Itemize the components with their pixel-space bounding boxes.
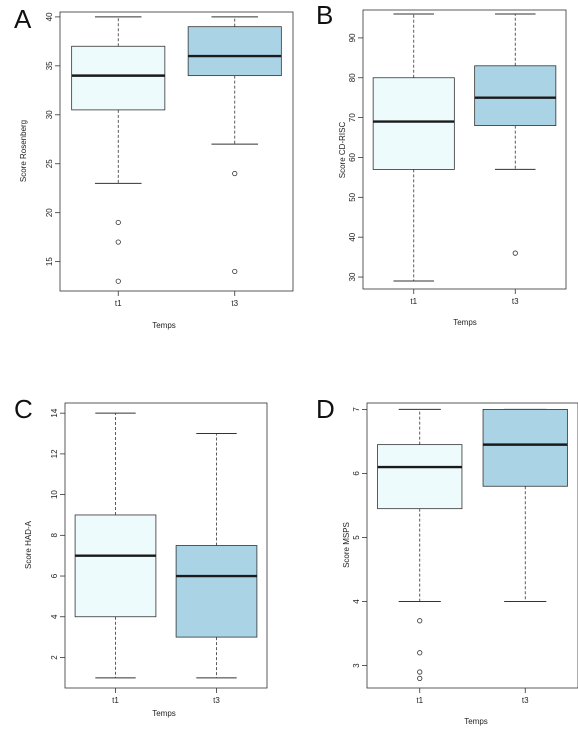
outlier-point — [417, 618, 423, 624]
y-tick-label: 50 — [348, 192, 357, 201]
y-tick-label: 80 — [348, 73, 357, 82]
y-tick-label: 90 — [348, 33, 357, 42]
y-tick-label: 60 — [348, 152, 357, 161]
plot-frame — [362, 9, 567, 290]
y-tick-label: 15 — [45, 257, 54, 266]
outlier-point — [115, 239, 121, 245]
panel-letter-d: D — [316, 394, 335, 424]
y-tick-label: 40 — [348, 232, 357, 241]
panel-letter-b: B — [316, 0, 333, 30]
box-iqr — [187, 26, 282, 77]
y-tick-label: 10 — [50, 490, 59, 499]
box-iqr — [482, 409, 568, 487]
y-tick-label: 8 — [50, 533, 59, 538]
x-tick-label: t3 — [213, 696, 220, 705]
plot-frame — [64, 402, 268, 689]
x-tick-label: t1 — [410, 297, 417, 306]
box-iqr — [175, 545, 258, 638]
y-axis-label: Score HAD-A — [24, 520, 33, 569]
plot-frame — [59, 11, 294, 292]
x-tick-label: t1 — [112, 696, 119, 705]
outlier-point — [232, 170, 238, 177]
panel-a: 15 20 25 30 35 40 t1 t3 Temps Score Rosenberg — [19, 11, 294, 330]
panel-d: 3 4 5 6 7 t1 t3 Temps Score MSPS — [342, 402, 578, 726]
box-t1 — [74, 412, 157, 679]
y-tick-label: 4 — [352, 599, 361, 604]
x-axis-label: Temps — [464, 717, 488, 726]
outlier-point — [232, 268, 238, 275]
panel-b: 30 40 50 60 70 80 90 t1 t3 Temps Score CD-RISC — [338, 9, 567, 327]
plot-frame — [366, 402, 578, 689]
y-tick-label: 5 — [352, 535, 361, 540]
y-axis-label: Score CD-RISC — [338, 122, 347, 179]
y-tick-label: 25 — [45, 159, 54, 168]
x-tick-label: t3 — [522, 696, 529, 705]
y-tick-label: 2 — [50, 655, 59, 660]
x-tick-label: t3 — [512, 297, 519, 306]
x-axis-label: Temps — [152, 709, 176, 718]
y-tick-label: 7 — [352, 407, 361, 412]
x-axis-label: Temps — [453, 318, 477, 327]
outlier-point — [115, 219, 121, 226]
panel-letter-a: A — [14, 4, 32, 34]
box-t1 — [372, 13, 455, 282]
x-axis-label: Temps — [152, 321, 176, 330]
box-iqr — [474, 65, 557, 126]
outlier-point — [417, 669, 423, 675]
y-tick-label: 12 — [50, 449, 59, 458]
box-t3 — [175, 433, 258, 679]
y-tick-label: 3 — [352, 663, 361, 668]
box-t3 — [482, 408, 568, 603]
y-tick-label: 70 — [348, 113, 357, 122]
box-t3 — [474, 13, 557, 256]
box-iqr — [372, 77, 455, 170]
y-tick-label: 4 — [50, 614, 59, 619]
outlier-point — [512, 250, 518, 256]
y-tick-label: 14 — [50, 408, 59, 417]
panel-c: 2 4 6 8 10 12 14 t1 t3 Temps Score HAD-A — [24, 402, 268, 718]
y-tick-label: 40 — [45, 12, 54, 21]
y-tick-label: 30 — [348, 272, 357, 281]
x-tick-label: t1 — [416, 696, 423, 705]
outlier-point — [417, 675, 423, 681]
x-tick-label: t3 — [231, 299, 238, 308]
y-tick-label: 6 — [352, 471, 361, 476]
outlier-point — [417, 650, 423, 656]
outlier-point — [115, 278, 121, 284]
y-tick-label: 35 — [45, 61, 54, 70]
box-t1 — [71, 16, 166, 284]
box-t1 — [377, 408, 463, 681]
box-iqr — [74, 514, 157, 618]
box-iqr — [71, 45, 166, 111]
y-axis-label: Score MSPS — [342, 522, 351, 568]
panel-letter-c: C — [14, 394, 33, 424]
box-iqr — [377, 444, 463, 510]
box-t3 — [187, 16, 282, 275]
x-tick-label: t1 — [115, 299, 122, 308]
y-axis-label: Score Rosenberg — [19, 120, 28, 182]
y-tick-label: 6 — [50, 573, 59, 578]
y-tick-label: 30 — [45, 110, 54, 119]
y-tick-label: 20 — [45, 208, 54, 217]
